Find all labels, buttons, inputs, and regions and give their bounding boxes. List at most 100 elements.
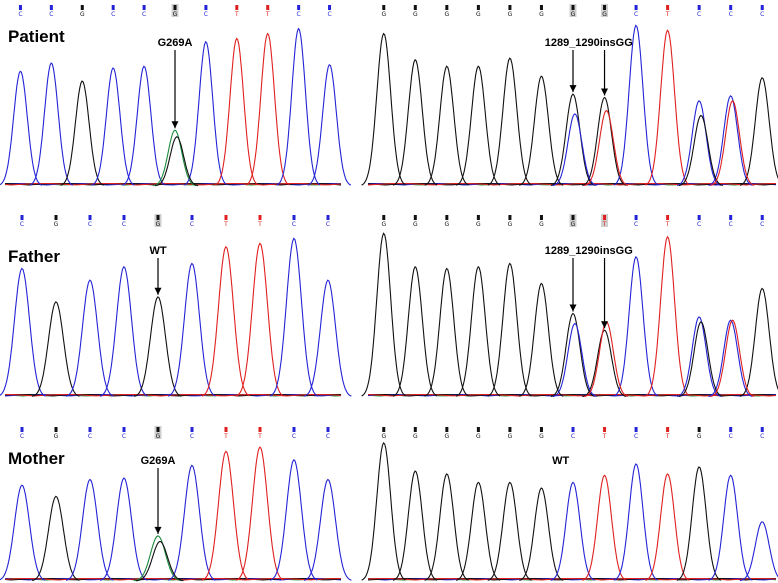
trace-secondary-peak xyxy=(136,540,184,582)
trace-peak xyxy=(582,96,627,187)
mutation-annotation: 1289_1290insGG xyxy=(545,37,633,49)
trace-peak xyxy=(645,473,690,581)
trace-peak xyxy=(99,477,148,581)
base-call-marker xyxy=(156,215,160,220)
base-call-letter: G xyxy=(80,11,85,18)
trace-peak xyxy=(613,463,659,581)
trace-peak xyxy=(645,29,690,186)
base-call-letter: C xyxy=(190,433,194,440)
baseline-noise-trace xyxy=(4,393,342,397)
base-call-marker xyxy=(80,5,84,10)
base-call-letter: G xyxy=(445,433,450,440)
trace-peak xyxy=(276,27,321,186)
base-call-marker xyxy=(508,427,512,432)
base-call-letter: C xyxy=(49,11,53,18)
trace-secondary-peak xyxy=(584,109,629,187)
base-call-marker xyxy=(666,215,670,220)
base-call-letter: G xyxy=(571,221,576,228)
panel-label: Mother xyxy=(8,449,65,468)
base-call-letter: G xyxy=(539,433,544,440)
base-call-marker xyxy=(666,427,670,432)
base-call-marker xyxy=(571,215,575,220)
ambiguous-base-highlight xyxy=(171,4,179,17)
annotation-arrow-head xyxy=(154,287,162,295)
trace-peak xyxy=(582,474,627,581)
base-call-letter: C xyxy=(292,433,296,440)
base-call-marker xyxy=(445,5,449,10)
chromatogram-panel: C G C C G C T T C C Mother G269A xyxy=(0,426,352,582)
trace-peak xyxy=(519,282,564,397)
trace-peak xyxy=(550,312,595,398)
base-call-marker xyxy=(445,215,449,220)
trace-peak xyxy=(708,95,753,187)
base-call-letter: G xyxy=(413,221,418,228)
base-call-letter: C xyxy=(292,221,296,228)
base-call-letter: C xyxy=(204,11,208,18)
baseline-noise-trace xyxy=(4,393,342,397)
base-call-letter: C xyxy=(190,221,194,228)
trace-peak xyxy=(392,470,438,581)
base-call-marker xyxy=(224,215,228,220)
base-call-letter: T xyxy=(665,11,670,18)
base-call-marker xyxy=(539,427,543,432)
base-call-marker xyxy=(603,5,607,10)
trace-peak xyxy=(613,255,659,397)
base-call-letter: C xyxy=(697,221,701,228)
trace-secondary-peak xyxy=(710,100,755,187)
base-call-marker xyxy=(258,215,262,220)
base-call-letter: T xyxy=(665,221,670,228)
base-call-letter: C xyxy=(326,433,330,440)
base-call-letter: T xyxy=(223,433,228,440)
base-call-letter: G xyxy=(571,11,576,18)
base-call-marker xyxy=(571,427,575,432)
annotation-arrow-head xyxy=(569,304,577,312)
trace-peak xyxy=(133,296,182,397)
base-call-marker xyxy=(326,215,330,220)
trace-peak xyxy=(0,70,43,186)
base-call-letter: C xyxy=(760,433,764,440)
trace-peak xyxy=(31,495,80,582)
base-call-marker xyxy=(292,215,296,220)
trace-secondary-peak xyxy=(552,113,597,187)
base-call-marker xyxy=(697,427,701,432)
trace-peak xyxy=(550,93,595,187)
base-call-letter: G xyxy=(156,221,161,228)
base-call-marker xyxy=(88,215,92,220)
annotation-arrow-head xyxy=(171,121,179,129)
base-call-letter: C xyxy=(729,221,733,228)
base-call-letter: G xyxy=(381,221,386,228)
base-call-marker xyxy=(156,427,160,432)
baseline-noise-trace xyxy=(367,577,777,581)
trace-peak xyxy=(487,481,532,581)
baseline-noise-trace xyxy=(4,182,342,186)
base-call-marker xyxy=(476,427,480,432)
base-call-letter: G xyxy=(445,11,450,18)
trace-peak xyxy=(424,473,469,581)
trace-peak xyxy=(361,441,406,581)
ambiguous-base-highlight xyxy=(569,214,577,227)
panel-label: Patient xyxy=(8,27,65,46)
base-call-marker xyxy=(190,427,194,432)
base-call-marker xyxy=(508,5,512,10)
base-call-marker xyxy=(111,5,115,10)
base-call-letter: G xyxy=(445,221,450,228)
base-call-letter: C xyxy=(634,433,638,440)
mutation-annotation: WT xyxy=(552,455,569,467)
base-call-letter: T xyxy=(223,221,228,228)
base-call-letter: G xyxy=(476,221,481,228)
chromatogram-panel: G G G G G G G G C T C C C 1289_1290insGG xyxy=(361,4,778,187)
annotation-arrow-head xyxy=(154,526,162,534)
trace-secondary-peak xyxy=(678,321,723,398)
trace-peak xyxy=(201,245,250,397)
base-call-marker xyxy=(382,427,386,432)
trace-peak xyxy=(424,65,469,186)
base-call-letter: C xyxy=(142,11,146,18)
base-call-marker xyxy=(729,215,733,220)
trace-peak xyxy=(201,450,250,581)
base-call-letter: C xyxy=(760,11,764,18)
trace-secondary-peak xyxy=(155,136,199,187)
mutation-annotation: G269A xyxy=(141,455,176,467)
base-call-letter: C xyxy=(634,221,638,228)
trace-peak xyxy=(65,478,114,581)
base-call-letter: C xyxy=(760,221,764,228)
